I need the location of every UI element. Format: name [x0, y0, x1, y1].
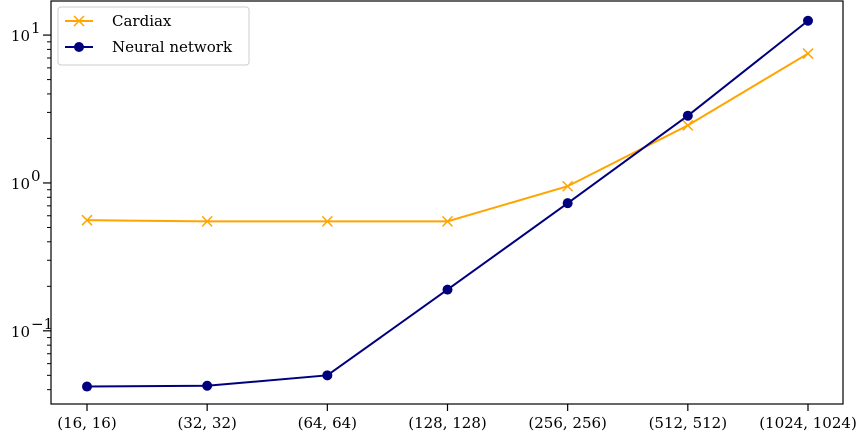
data-point-x: [201, 215, 213, 227]
y-tick-base: 10: [11, 27, 30, 45]
y-tick-exponent: 1: [31, 19, 41, 37]
x-tick-label: (16, 16): [57, 414, 116, 432]
y-tick-exponent: −1: [31, 315, 53, 333]
x-tick-label: (64, 64): [298, 414, 357, 432]
y-tick-exponent: 0: [31, 167, 41, 185]
data-point-circle: [442, 284, 453, 295]
data-point-circle: [803, 15, 813, 26]
legend-box: [57, 6, 250, 66]
x-tick-label: (1024, 1024): [759, 414, 857, 432]
legend-label: Cardiax: [112, 12, 172, 30]
y-tick-label: 10: [11, 27, 30, 45]
series-layer: [81, 15, 814, 392]
data-point-x: [562, 180, 574, 192]
x-tick-label: (32, 32): [177, 414, 236, 432]
data-point-x: [441, 215, 454, 227]
data-point-circle: [82, 381, 92, 392]
data-point-circle: [322, 370, 333, 381]
data-point-x: [802, 48, 814, 60]
y-tick-label: 10: [11, 323, 30, 341]
data-point-x: [81, 214, 93, 226]
y-tick-label: 10: [11, 175, 30, 193]
y-tick-base: 10: [11, 175, 30, 193]
legend-swatch-marker: [74, 42, 84, 52]
data-point-x: [321, 215, 333, 227]
legend-label: Neural network: [112, 38, 233, 56]
data-point-circle: [562, 198, 573, 209]
series-line: [86, 19, 809, 388]
x-tick-label: (256, 256): [528, 414, 607, 432]
data-point-x: [682, 119, 694, 131]
x-axis: (16, 16) (32, 32) (64, 64) (128, 128) (256, …: [57, 404, 857, 432]
legend-swatch-marker: [73, 15, 85, 27]
data-point-circle: [682, 110, 693, 121]
x-tick-label: (512, 512): [649, 414, 728, 432]
data-point-circle: [202, 380, 213, 391]
series-line: [86, 52, 809, 223]
y-tick-base: 10: [11, 323, 30, 341]
legend: Cardiax Neural network: [57, 6, 250, 66]
x-tick-label: (128, 128): [408, 414, 487, 432]
